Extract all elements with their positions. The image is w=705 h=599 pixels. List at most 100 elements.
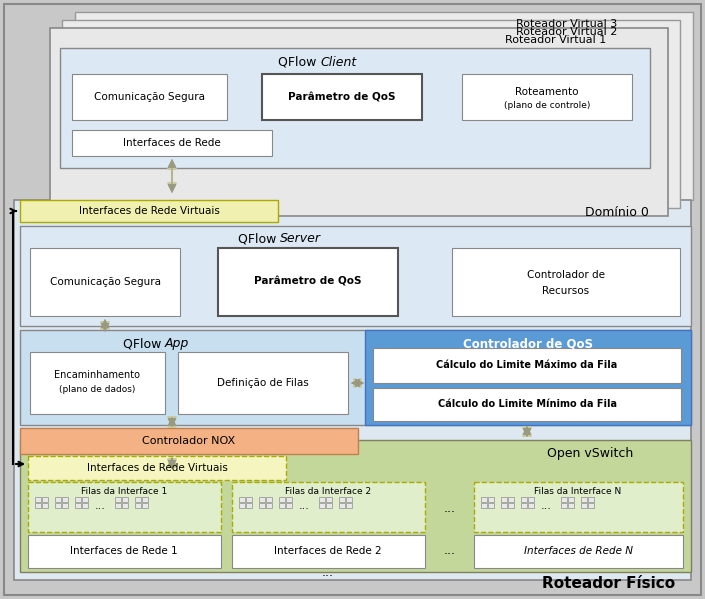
- Text: ...: ...: [444, 544, 456, 558]
- Bar: [528, 497, 534, 502]
- Text: Roteador Virtual 1: Roteador Virtual 1: [505, 35, 606, 45]
- Text: Encaminhamento: Encaminhamento: [54, 370, 140, 380]
- Text: Open vSwitch: Open vSwitch: [547, 446, 633, 459]
- Text: Client: Client: [320, 56, 356, 68]
- Bar: [20, 200, 278, 222]
- Bar: [561, 497, 567, 502]
- Text: ...: ...: [322, 567, 334, 579]
- Bar: [35, 503, 41, 508]
- Bar: [72, 130, 272, 156]
- Bar: [452, 248, 680, 316]
- Bar: [20, 226, 691, 326]
- Bar: [528, 503, 534, 508]
- Bar: [266, 497, 272, 502]
- Bar: [259, 503, 265, 508]
- Text: Roteador Físico: Roteador Físico: [542, 576, 675, 591]
- Bar: [115, 503, 121, 508]
- Text: Interfaces de Rede N: Interfaces de Rede N: [524, 546, 632, 556]
- Text: QFlow: QFlow: [238, 232, 280, 246]
- Bar: [75, 497, 81, 502]
- Text: Definição de Filas: Definição de Filas: [217, 378, 309, 388]
- Bar: [82, 497, 88, 502]
- Bar: [72, 74, 227, 120]
- Bar: [373, 388, 681, 421]
- Bar: [14, 200, 691, 580]
- Bar: [75, 12, 693, 200]
- Bar: [135, 497, 141, 502]
- Text: Filas da Interface 1: Filas da Interface 1: [81, 488, 167, 497]
- Bar: [561, 503, 567, 508]
- Bar: [521, 503, 527, 508]
- Bar: [462, 74, 632, 120]
- Bar: [339, 497, 345, 502]
- Bar: [279, 497, 285, 502]
- Text: App: App: [165, 337, 189, 350]
- Bar: [508, 497, 514, 502]
- Text: Filas da Interface N: Filas da Interface N: [534, 488, 622, 497]
- Bar: [20, 440, 691, 572]
- Bar: [232, 535, 425, 568]
- Bar: [142, 503, 148, 508]
- Bar: [62, 20, 680, 208]
- Text: Cálculo do Limite Mínimo da Fila: Cálculo do Limite Mínimo da Fila: [438, 399, 616, 409]
- Bar: [373, 348, 681, 383]
- Bar: [122, 497, 128, 502]
- Bar: [319, 503, 325, 508]
- Text: Roteador Virtual 2: Roteador Virtual 2: [515, 27, 617, 37]
- Text: (plano de dados): (plano de dados): [59, 385, 135, 394]
- Text: Cálculo do Limite Máximo da Fila: Cálculo do Limite Máximo da Fila: [436, 360, 618, 370]
- Text: Interfaces de Rede Virtuais: Interfaces de Rede Virtuais: [78, 206, 219, 216]
- Bar: [115, 497, 121, 502]
- Bar: [55, 503, 61, 508]
- Text: Recursos: Recursos: [542, 286, 589, 296]
- Bar: [581, 497, 587, 502]
- Bar: [239, 497, 245, 502]
- Text: ...: ...: [444, 501, 456, 515]
- Text: Comunicação Segura: Comunicação Segura: [94, 92, 204, 102]
- Bar: [239, 503, 245, 508]
- Bar: [474, 482, 683, 532]
- Bar: [286, 503, 292, 508]
- Text: Domínio 0: Domínio 0: [585, 207, 649, 219]
- Bar: [346, 497, 352, 502]
- Bar: [62, 503, 68, 508]
- Text: Roteador Virtual 3: Roteador Virtual 3: [516, 19, 617, 29]
- Bar: [568, 497, 574, 502]
- Text: Roteamento: Roteamento: [515, 87, 579, 97]
- Bar: [326, 503, 332, 508]
- Bar: [262, 74, 422, 120]
- Bar: [135, 503, 141, 508]
- Bar: [286, 497, 292, 502]
- Text: ...: ...: [541, 501, 551, 511]
- Bar: [122, 503, 128, 508]
- Bar: [28, 535, 221, 568]
- Bar: [246, 497, 252, 502]
- Bar: [326, 497, 332, 502]
- Bar: [488, 497, 494, 502]
- Text: Parâmetro de QoS: Parâmetro de QoS: [255, 277, 362, 287]
- Text: Controlador NOX: Controlador NOX: [142, 436, 235, 446]
- Bar: [50, 28, 668, 216]
- Bar: [20, 330, 691, 425]
- Text: ...: ...: [94, 501, 106, 511]
- Bar: [568, 503, 574, 508]
- Bar: [339, 503, 345, 508]
- Text: QFlow: QFlow: [123, 337, 165, 350]
- Bar: [588, 503, 594, 508]
- Bar: [28, 482, 221, 532]
- Bar: [30, 248, 180, 316]
- Bar: [319, 497, 325, 502]
- Bar: [474, 535, 683, 568]
- Bar: [365, 330, 691, 425]
- Text: Comunicação Segura: Comunicação Segura: [49, 277, 161, 287]
- Bar: [501, 497, 507, 502]
- Bar: [481, 497, 487, 502]
- Text: QFlow: QFlow: [278, 56, 320, 68]
- Bar: [35, 497, 41, 502]
- Bar: [75, 503, 81, 508]
- Bar: [521, 497, 527, 502]
- Bar: [62, 497, 68, 502]
- Bar: [60, 48, 650, 168]
- Bar: [42, 497, 48, 502]
- Text: Parâmetro de QoS: Parâmetro de QoS: [288, 92, 396, 102]
